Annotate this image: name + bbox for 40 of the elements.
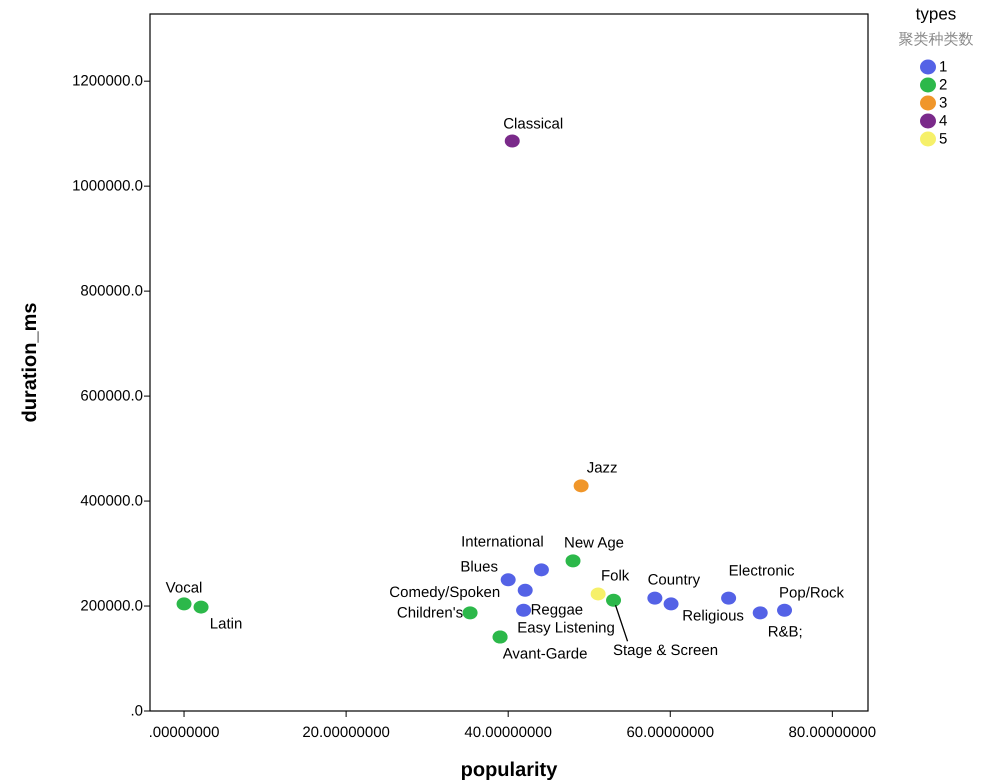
legend-label: 5 — [939, 130, 948, 148]
x-tick-label: 20.00000000 — [302, 724, 390, 741]
data-label: Children's — [396, 604, 464, 622]
data-label: Jazz — [586, 459, 618, 476]
data-label: International — [461, 533, 544, 550]
data-label: Comedy/Spoken — [389, 584, 500, 601]
data-label: Electronic — [728, 562, 796, 580]
data-label: New Age — [564, 534, 624, 552]
legend-label: 1 — [939, 58, 948, 76]
y-tick-label: 800000.0 — [80, 282, 143, 300]
data-label: Easy Listening — [517, 619, 615, 636]
data-label: Folk — [600, 567, 630, 584]
data-label: Country — [648, 572, 701, 589]
y-axis-title: duration_ms — [19, 302, 41, 423]
x-axis-title: popularity — [460, 759, 558, 780]
text: 聚类种类数 — [898, 31, 974, 48]
y-tick-label: 600000.0 — [80, 388, 143, 405]
data-label: Avant-Garde — [502, 645, 588, 662]
data-label: R&B; — [768, 623, 803, 640]
y-tick-label: 1000000.0 — [72, 178, 143, 195]
y-tick-label: 1200000.0 — [72, 72, 143, 90]
y-tick-label: 200000.0 — [80, 598, 143, 615]
data-label: Pop/Rock — [779, 584, 845, 602]
data-label: Blues — [460, 558, 498, 576]
x-tick-label: 80.00000000 — [788, 724, 876, 741]
data-label: Religious — [682, 607, 744, 624]
legend-label: 2 — [939, 76, 948, 94]
data-label: Stage & Screen — [613, 642, 718, 659]
y-tick-label: 400000.0 — [80, 492, 143, 510]
y-tick-label: .0 — [130, 702, 143, 720]
data-label: Latin — [210, 616, 242, 633]
legend-label: 4 — [939, 112, 948, 130]
x-tick-label: 40.00000000 — [464, 724, 552, 741]
data-label: Classical — [503, 116, 564, 133]
x-tick-label: .00000000 — [148, 724, 220, 741]
x-tick-label: 60.00000000 — [626, 724, 714, 741]
data-label: Reggae — [530, 602, 584, 619]
legend-title: types — [916, 4, 956, 24]
data-label: Vocal — [166, 579, 202, 596]
legend-label: 3 — [939, 94, 948, 112]
